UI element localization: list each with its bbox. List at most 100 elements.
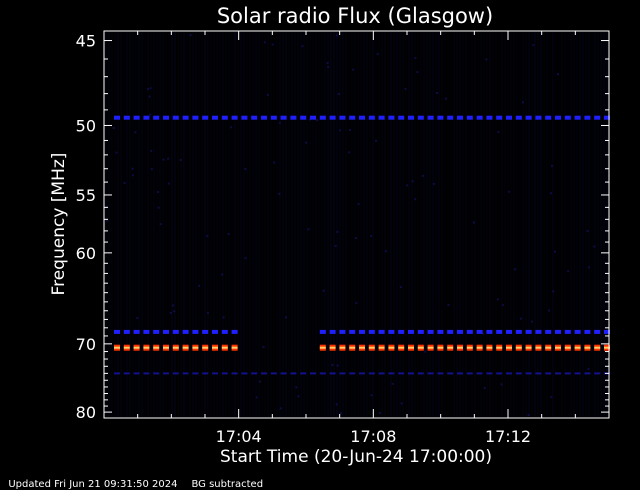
band-mark (604, 329, 610, 334)
band-mark (153, 115, 160, 120)
noise-column (213, 32, 215, 417)
footer-updated: Updated Fri Jun 21 09:31:50 2024 (8, 479, 178, 490)
noise-column (324, 32, 326, 417)
noise-speck (352, 68, 355, 71)
noise-column (474, 32, 476, 417)
band-mark-core (202, 346, 209, 349)
noise-speck (149, 87, 152, 90)
noise-speck (587, 266, 590, 269)
band-mark (133, 329, 140, 334)
noise-column (567, 32, 569, 417)
noise-speck (131, 167, 134, 170)
band-mark (261, 372, 267, 375)
y-axis-label: Frequency [MHz] (49, 153, 69, 296)
noise-speck (308, 118, 311, 121)
noise-speck (404, 87, 407, 90)
band-mark (555, 372, 561, 375)
noise-speck (411, 180, 414, 183)
noise-column (123, 32, 125, 417)
band-mark (476, 372, 483, 375)
band-mark (368, 372, 375, 375)
noise-speck (587, 367, 590, 370)
band-mark (300, 372, 307, 375)
noise-speck (549, 192, 552, 195)
band-mark-core (604, 346, 610, 349)
noise-speck (172, 304, 175, 307)
noise-column (369, 32, 371, 417)
noise-column (411, 32, 413, 417)
noise-column (576, 32, 578, 417)
noise-speck (531, 320, 533, 323)
band-mark (319, 115, 326, 120)
noise-speck (557, 73, 559, 76)
band-mark (123, 372, 130, 375)
band-mark-core (359, 346, 365, 349)
band-mark (496, 329, 503, 334)
band-mark-core (584, 346, 591, 349)
noise-speck (527, 414, 530, 416)
band-mark (476, 329, 483, 334)
noise-speck (255, 396, 258, 399)
noise-column (234, 32, 236, 417)
noise-speck (222, 316, 225, 319)
band-mark (123, 115, 130, 120)
noise-column (333, 32, 335, 417)
noise-speck (355, 302, 358, 305)
noise-speck (336, 364, 339, 367)
noise-column (582, 32, 584, 417)
band-mark (114, 115, 120, 120)
noise-column (459, 32, 461, 417)
band-mark-core (574, 346, 581, 349)
y-tick-label: 50 (76, 116, 96, 135)
band-mark (584, 329, 591, 334)
noise-column (588, 32, 590, 417)
noise-column (483, 32, 485, 417)
band-mark (564, 115, 571, 120)
noise-column (180, 32, 182, 417)
plot-area (105, 32, 608, 417)
noise-speck (198, 284, 201, 287)
band-mark (310, 115, 316, 120)
band-mark (555, 115, 561, 120)
noise-column (525, 32, 527, 417)
noise-column (204, 32, 206, 417)
band-mark (251, 372, 258, 375)
noise-column (117, 32, 119, 417)
noise-speck (514, 268, 517, 271)
band-mark (584, 115, 591, 120)
noise-speck (336, 230, 339, 233)
band-mark (300, 115, 307, 120)
band-mark (417, 372, 424, 375)
noise-speck (550, 396, 553, 399)
band-mark (427, 115, 434, 120)
noise-speck (391, 382, 394, 385)
noise-column (444, 32, 446, 417)
band-mark (123, 329, 130, 334)
band-mark-core (339, 346, 346, 349)
noise-speck (244, 257, 247, 260)
noise-speck (482, 332, 485, 335)
noise-speck (146, 88, 149, 91)
band-mark-core (349, 346, 356, 349)
band-mark (574, 329, 581, 334)
y-tick-label: 70 (76, 335, 96, 354)
noise-column (345, 32, 347, 417)
band-mark-core (388, 346, 395, 349)
noise-column (105, 32, 107, 417)
noise-speck (496, 298, 499, 301)
band-mark-core (231, 346, 238, 349)
band-mark (515, 329, 522, 334)
noise-speck (519, 317, 522, 320)
noise-column (297, 32, 299, 417)
y-axis: 45 50 55 60 70 80 (76, 32, 609, 422)
noise-column (597, 32, 599, 417)
noise-column (207, 32, 209, 417)
noise-speck (301, 45, 304, 48)
noise-speck (432, 182, 435, 185)
band-mark (564, 329, 571, 334)
noise-speck (339, 412, 342, 415)
noise-column (126, 32, 128, 417)
noise-column (552, 32, 554, 417)
noise-column (201, 32, 203, 417)
noise-speck (335, 34, 338, 37)
